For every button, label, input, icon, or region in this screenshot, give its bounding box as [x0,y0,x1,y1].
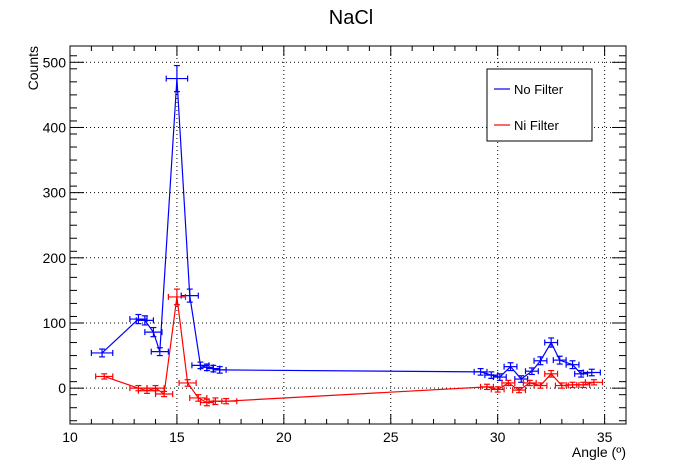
data-point [189,394,208,402]
data-point [565,360,580,370]
data-point [150,347,169,357]
series-layer [90,64,604,407]
legend-label: Ni Filter [514,118,559,133]
data-point [574,369,589,378]
data-point [212,366,227,374]
data-point [167,288,187,306]
series-1 [95,288,604,407]
data-point [144,326,163,338]
data-point [533,356,548,366]
data-point [492,373,507,381]
y-axis-title: Counts [25,46,41,90]
data-point [524,367,539,376]
series-line [104,296,595,404]
y-tick-label: 100 [43,315,67,331]
x-axis-title: Angle (º) [572,444,626,460]
data-point [165,64,189,93]
y-tick-label: 500 [43,54,67,70]
data-point [552,355,567,365]
x-axis: 10 15 20 25 30 35 [62,46,627,445]
data-point [503,362,518,372]
data-point [576,381,591,389]
data-point [473,368,488,376]
y-tick-label: 400 [43,119,67,135]
x-tick-label: 35 [597,429,613,445]
legend-box [486,68,593,142]
data-point [214,397,238,405]
y-axis: 0 100 200 300 400 500 [43,54,626,422]
x-tick-label: 15 [169,429,185,445]
data-point [522,379,537,387]
data-point [199,398,214,407]
x-tick-label: 25 [383,429,399,445]
legend-label: No Filter [514,82,564,97]
x-tick-label: 20 [276,429,292,445]
series-0 [90,64,601,383]
x-tick-label: 30 [490,429,506,445]
data-point [129,313,148,325]
data-point [565,381,580,389]
data-point [135,315,154,326]
y-tick-label: 0 [58,380,66,396]
data-point [533,382,548,389]
data-point [501,379,516,387]
data-point [514,375,529,383]
data-point [178,379,197,387]
data-point [484,371,499,379]
data-point [180,288,199,303]
x-tick-label: 10 [62,429,78,445]
data-point [490,386,505,393]
data-point [512,386,527,394]
chart-title: NaCl [329,7,373,29]
data-point [154,390,174,398]
legend: No Filter Ni Filter [486,68,593,142]
data-point [544,369,559,378]
data-point [146,384,165,392]
y-tick-label: 200 [43,250,67,266]
data-point [90,348,114,358]
data-point [544,337,559,348]
y-tick-label: 300 [43,185,67,201]
data-point [95,373,114,380]
data-point [584,379,604,386]
data-point [582,368,601,377]
